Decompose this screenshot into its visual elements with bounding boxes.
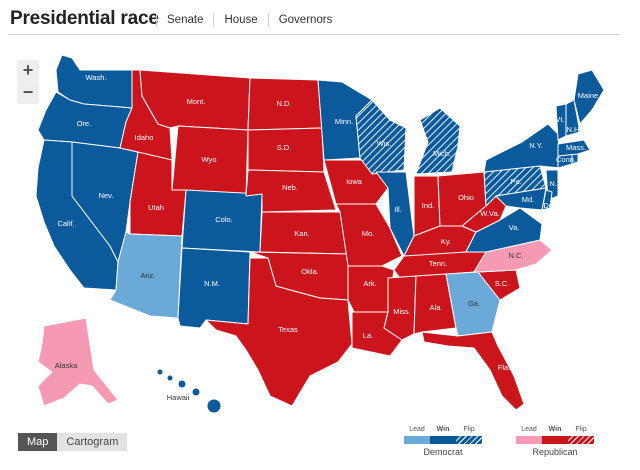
label-hawaii: Hawaii	[167, 393, 190, 402]
page-title: Presidential race	[10, 8, 159, 29]
state-new-mexico[interactable]	[177, 247, 251, 329]
state-delaware[interactable]	[541, 189, 553, 211]
state-missouri[interactable]	[335, 203, 403, 267]
label-ore: Ore.	[77, 119, 92, 128]
legend-democrat-name: Democrat	[423, 447, 463, 457]
label-nev: Nev.	[99, 191, 114, 200]
label-ark: Ark.	[363, 279, 376, 288]
label-maine: Maine	[578, 91, 598, 100]
legend-rep-win-swatch	[542, 436, 568, 444]
label-nj: N.J.	[549, 179, 562, 188]
state-massachusetts[interactable]	[557, 139, 591, 157]
label-ga: Ga.	[468, 299, 480, 308]
legend-republican-name: Republican	[532, 447, 578, 457]
label-nm: N.M.	[204, 279, 220, 288]
label-del: Del.	[543, 201, 556, 210]
state-florida[interactable]	[421, 331, 525, 411]
label-wash: Wash.	[86, 73, 107, 82]
label-neb: Neb.	[282, 183, 298, 192]
label-wis: Wis.	[377, 139, 392, 148]
label-ill: Ill.	[394, 205, 402, 214]
tab-house[interactable]: House	[213, 13, 267, 27]
label-utah: Utah	[148, 203, 164, 212]
label-alaska: Alaska	[55, 361, 78, 370]
header-bar: Presidential race Senate House Governors	[8, 4, 620, 35]
label-colo: Colo.	[215, 215, 233, 224]
state-new-york[interactable]	[483, 123, 561, 173]
label-pa: Pa.	[510, 177, 521, 186]
legend-dem-flip-swatch	[456, 436, 482, 444]
view-toggle: Map Cartogram	[18, 433, 128, 451]
legend-dem-win-swatch	[430, 436, 456, 444]
map-view-button[interactable]: Map	[18, 433, 58, 451]
legend-rep-flip-swatch	[568, 436, 594, 444]
label-mo: Mo.	[362, 229, 375, 238]
legend-dem-win-label: Win	[436, 426, 450, 433]
label-texas: Texas	[278, 325, 298, 334]
state-michigan[interactable]	[415, 107, 461, 175]
label-vt: Vt.	[555, 115, 564, 124]
label-idaho: Idaho	[135, 133, 154, 142]
legend-dem-lead-swatch	[404, 436, 430, 444]
zoom-out-button[interactable]: −	[17, 82, 39, 104]
label-la: La.	[363, 331, 373, 340]
legend-rep-flip-label: Flip	[575, 426, 587, 433]
legend-democrat: Lead Win Flip Democrat	[404, 426, 482, 457]
state-wisconsin[interactable]	[355, 99, 407, 175]
label-ri: R.I.	[580, 153, 592, 162]
state-maine[interactable]	[573, 69, 605, 125]
legend-dem-flip-label: Flip	[463, 426, 475, 433]
legend-rep-lead-swatch	[516, 436, 542, 444]
label-mich: Mich.	[433, 149, 451, 158]
label-conn: Conn.	[556, 155, 576, 164]
label-tenn: Tenn.	[429, 259, 447, 268]
label-va: Va.	[509, 223, 520, 232]
zoom-in-button[interactable]: +	[17, 60, 39, 82]
label-sd: S.D.	[277, 143, 292, 152]
label-minn: Minn.	[335, 117, 353, 126]
state-arkansas[interactable]	[347, 265, 395, 313]
label-md: Md.	[522, 195, 535, 204]
label-fla: Fla.	[498, 363, 511, 372]
label-mont: Mont.	[187, 97, 206, 106]
state-new-hampshire[interactable]	[565, 99, 581, 137]
label-nc: N.C.	[509, 251, 524, 260]
tab-governors[interactable]: Governors	[267, 13, 343, 27]
label-ala: Ala.	[430, 303, 443, 312]
label-miss: Miss.	[393, 307, 411, 316]
race-nav: Senate House Governors	[156, 13, 342, 27]
state-hawaii[interactable]	[156, 368, 222, 414]
label-wva: W.Va.	[480, 209, 499, 218]
state-alabama[interactable]	[413, 273, 457, 335]
label-mass: Mass.	[566, 143, 586, 152]
label-ariz: Ariz.	[141, 271, 156, 280]
label-wyo: Wyo.	[201, 155, 218, 164]
label-sc: S.C.	[495, 279, 510, 288]
cartogram-view-button[interactable]: Cartogram	[57, 433, 128, 451]
label-ky: Ky.	[441, 237, 451, 246]
state-alaska[interactable]	[37, 317, 119, 407]
label-ohio: Ohio	[458, 193, 474, 202]
label-nd: N.D.	[277, 99, 292, 108]
label-iowa: Iowa	[346, 177, 363, 186]
label-okla: Okla.	[301, 267, 319, 276]
label-ny: N.Y.	[529, 141, 543, 150]
state-texas[interactable]	[205, 257, 353, 407]
label-ind: Ind.	[422, 201, 435, 210]
legend-republican: Lead Win Flip Republican	[516, 426, 594, 457]
legend-rep-win-label: Win	[548, 426, 562, 433]
legend-rep-lead-label: Lead	[521, 426, 537, 433]
legend-dem-lead-label: Lead	[409, 426, 425, 433]
state-maryland[interactable]	[495, 187, 547, 211]
label-nh: N.H.	[567, 125, 582, 134]
tab-senate[interactable]: Senate	[156, 13, 213, 27]
label-kan: Kan.	[294, 229, 309, 238]
label-calif: Calif.	[57, 219, 74, 228]
